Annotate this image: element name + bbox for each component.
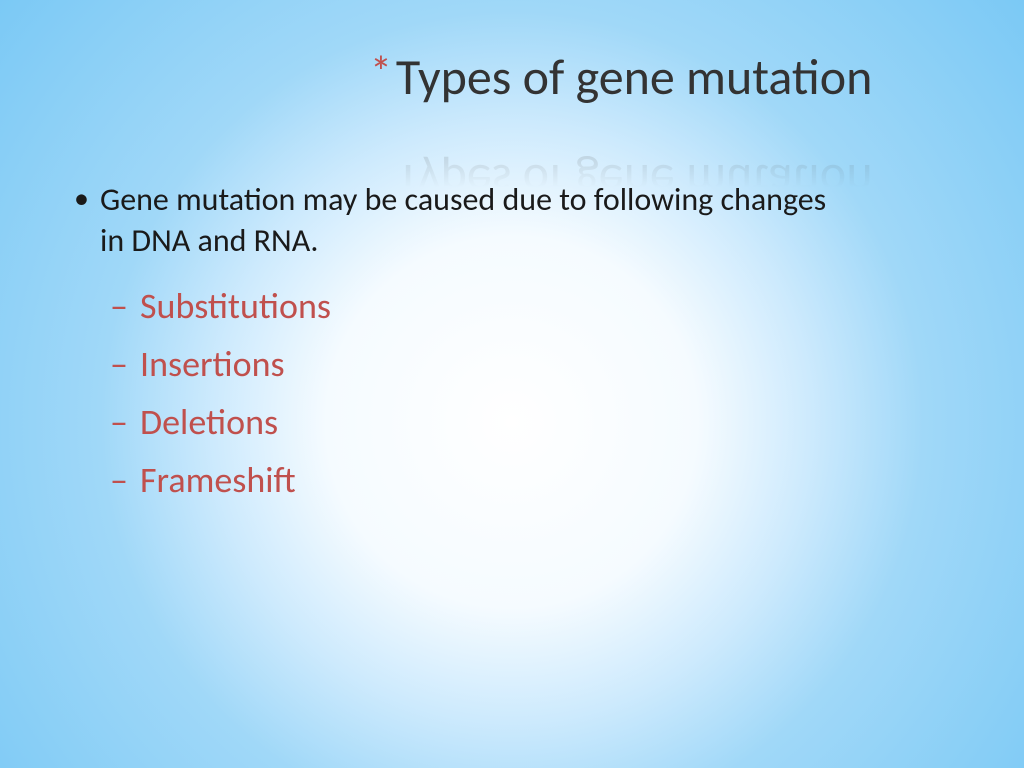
title-text: Types of gene mutation [396, 47, 872, 108]
intro-bullet: Gene mutation may be caused due to follo… [70, 180, 830, 262]
list-item: Insertions [70, 338, 830, 390]
slide-title: *Types of gene mutation [370, 48, 990, 107]
list-item: Substitutions [70, 280, 830, 332]
slide: *Types of gene mutation *Types of gene m… [0, 0, 1024, 768]
list-item: Frameshift [70, 454, 830, 506]
body-content: Gene mutation may be caused due to follo… [70, 180, 830, 513]
title-asterisk-icon: * [370, 50, 392, 94]
list-item: Deletions [70, 396, 830, 448]
